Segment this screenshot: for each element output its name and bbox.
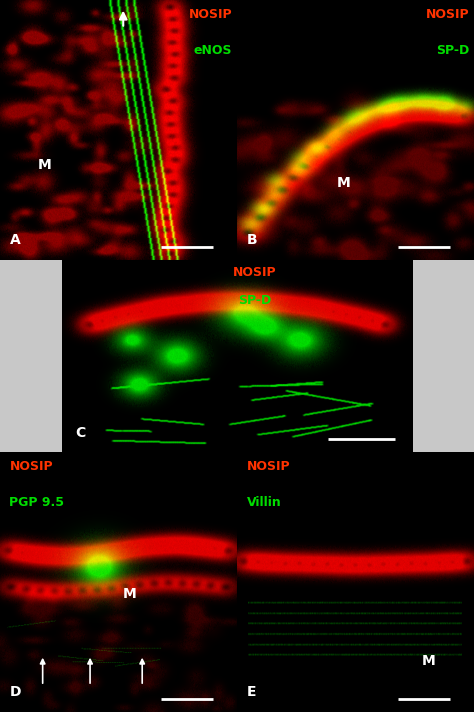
Text: PGP 9.5: PGP 9.5 xyxy=(9,496,64,509)
Text: NOSIP: NOSIP xyxy=(246,460,290,473)
Text: NOSIP: NOSIP xyxy=(9,460,53,473)
Text: NOSIP: NOSIP xyxy=(426,8,469,21)
Text: SP-D: SP-D xyxy=(238,295,271,308)
Text: M: M xyxy=(38,158,52,172)
Text: M: M xyxy=(337,176,350,190)
Text: NOSIP: NOSIP xyxy=(189,8,232,21)
Text: M: M xyxy=(422,654,436,669)
Text: D: D xyxy=(9,686,21,699)
Text: A: A xyxy=(9,234,20,247)
Text: M: M xyxy=(123,587,137,601)
Text: C: C xyxy=(76,426,86,440)
Text: Villin: Villin xyxy=(246,496,281,509)
Text: B: B xyxy=(246,234,257,247)
Text: E: E xyxy=(246,686,256,699)
Text: SP-D: SP-D xyxy=(436,44,469,57)
Text: eNOS: eNOS xyxy=(194,44,232,57)
Text: NOSIP: NOSIP xyxy=(233,266,276,278)
